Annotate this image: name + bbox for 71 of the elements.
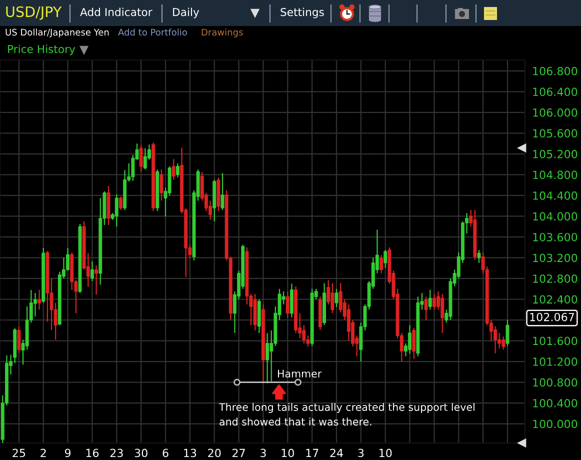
candlestick xyxy=(286,290,290,318)
x-tick-label: 30 xyxy=(134,448,148,458)
candlestick xyxy=(90,260,94,282)
chart-title: USD/JPY xyxy=(6,6,62,20)
x-tick-label: 23 xyxy=(110,448,123,458)
y-tick-label: 100.800 xyxy=(533,378,578,387)
text: Daily xyxy=(173,8,200,18)
y-tick-label: 106.800 xyxy=(533,66,578,76)
x-tick-label: 24 xyxy=(330,448,343,457)
x-tick-label: 3 xyxy=(260,448,266,458)
candlestick xyxy=(432,294,436,310)
y-tick-label: 103.600 xyxy=(533,232,578,242)
x-tick-label: 20 xyxy=(208,448,221,458)
candlestick xyxy=(380,254,384,274)
annotation: Hammer xyxy=(278,370,322,378)
candlestick xyxy=(290,283,294,318)
candlestick xyxy=(424,296,428,321)
x-tick-label: 2 xyxy=(40,448,46,457)
candlestick xyxy=(384,249,388,269)
candlestick xyxy=(412,327,416,360)
candlestick xyxy=(440,294,444,334)
candlestick xyxy=(17,326,21,354)
candlestick xyxy=(94,264,98,296)
y-tick-label: 101.200 xyxy=(533,357,578,366)
candlestick xyxy=(502,336,506,350)
y-tick-label: 101.600 xyxy=(533,336,578,346)
x-tick-label: 17 xyxy=(306,448,318,457)
candlestick xyxy=(160,168,164,202)
y-tick-label: 106.400 xyxy=(533,88,578,96)
candlestick xyxy=(143,148,147,170)
y-tick-label: 104.000 xyxy=(533,212,578,221)
y-tick-label: 102.800 xyxy=(533,274,578,283)
x-tick-label: 13 xyxy=(184,448,196,458)
text: 102.067 xyxy=(530,312,574,322)
x-tick-label: 10 xyxy=(282,448,294,458)
x-tick-label: 6 xyxy=(162,448,168,458)
candlestick xyxy=(33,292,37,317)
candlestick xyxy=(176,162,180,178)
candlestick xyxy=(266,332,270,384)
x-tick-label: 9 xyxy=(64,448,71,458)
y-tick-label: 106.000 xyxy=(533,108,578,117)
y-tick-label: 105.600 xyxy=(533,129,578,138)
x-tick-label: 16 xyxy=(86,448,99,458)
y-tick-label: 100.000 xyxy=(533,420,578,428)
candlestick xyxy=(477,249,481,264)
candlestick xyxy=(118,196,122,211)
y-tick-label: 102.400 xyxy=(533,295,578,304)
y-tick-label: 104.800 xyxy=(533,170,578,180)
text: Price History xyxy=(8,44,76,56)
candlestick xyxy=(330,282,334,314)
x-tick-label: 27 xyxy=(232,448,245,457)
x-tick-label: 10 xyxy=(380,448,392,458)
candlestick xyxy=(139,144,143,172)
text: Drawings xyxy=(202,28,243,38)
y-tick-label: 105.200 xyxy=(533,150,578,158)
y-tick-label: 104.400 xyxy=(533,191,578,200)
y-tick-label: 100.400 xyxy=(533,399,578,408)
candlestick xyxy=(220,172,224,211)
candlestick xyxy=(172,158,176,180)
chart-subtitle: US Dollar/Japanese Yen xyxy=(6,28,109,38)
candlestick xyxy=(114,194,118,228)
candlestick xyxy=(38,289,42,310)
candlestick xyxy=(428,289,432,310)
annotation: Three long tails actually created the support level and showed that it was there. xyxy=(218,403,474,426)
candlestick xyxy=(408,324,412,354)
y-tick-label: 103.200 xyxy=(533,254,578,262)
text: Add Indicator xyxy=(80,8,152,16)
x-tick-label: 25 xyxy=(12,448,26,458)
text: Settings xyxy=(280,8,324,18)
x-tick-label: 3 xyxy=(358,448,364,458)
text: Add to Portfolio xyxy=(118,28,187,36)
